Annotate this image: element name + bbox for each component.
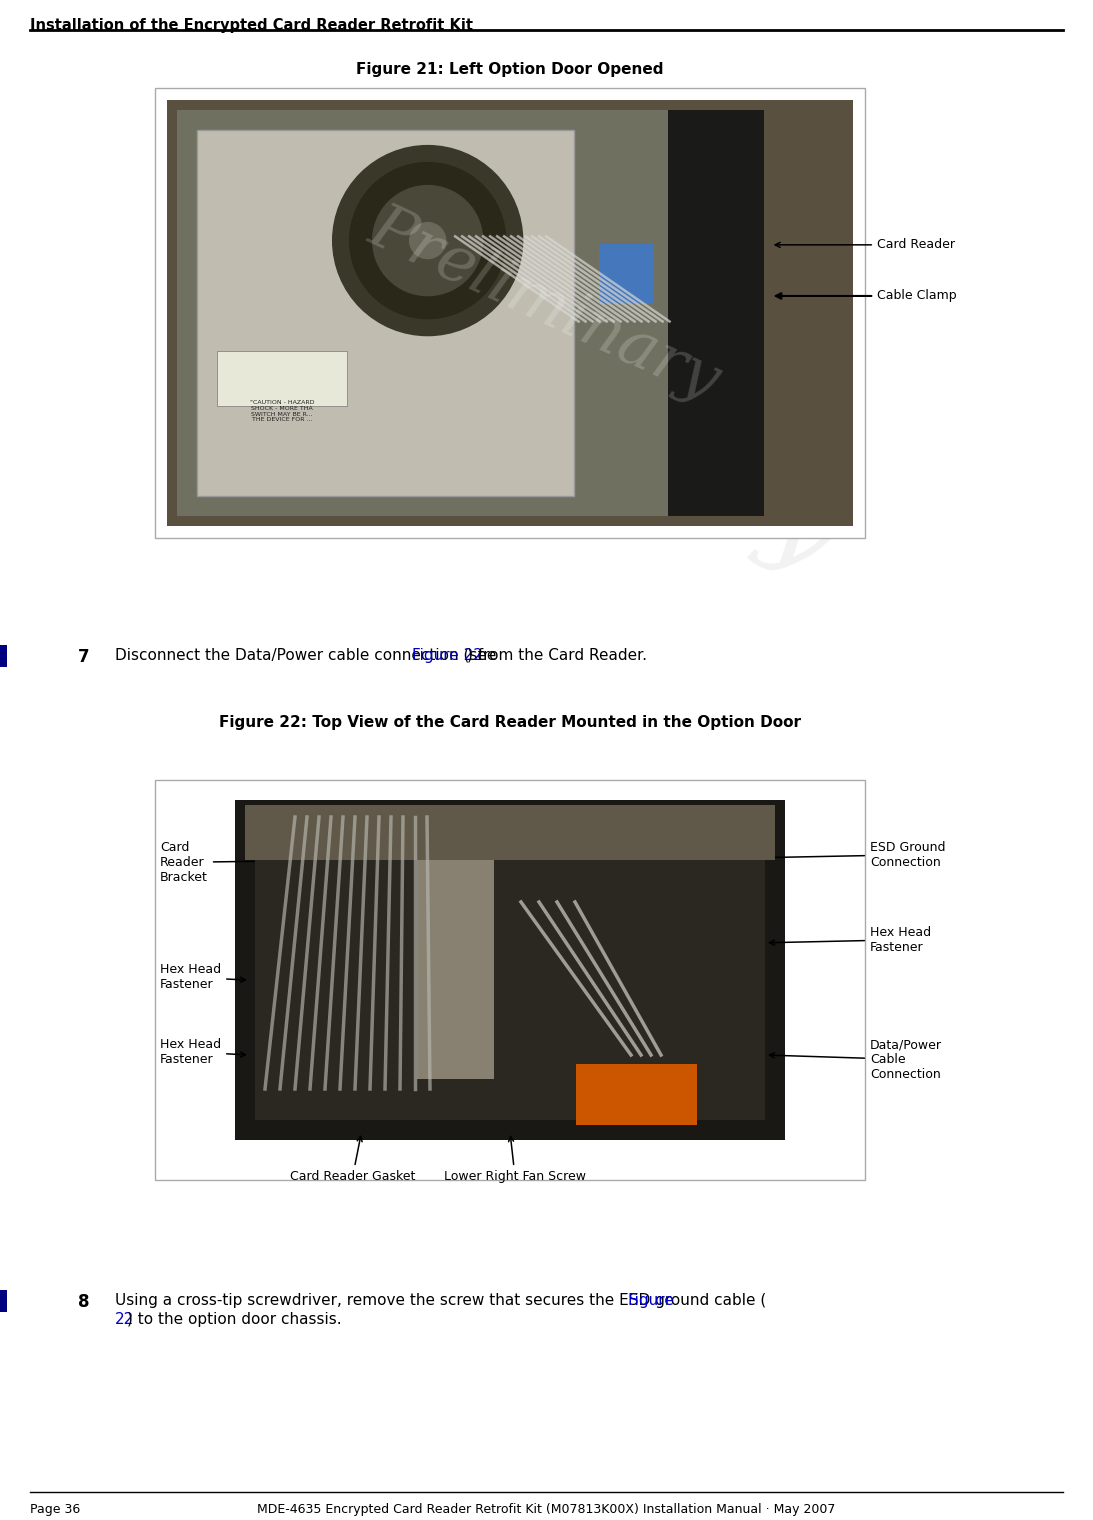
Text: Hex Head
Fastener: Hex Head Fastener	[160, 1038, 246, 1066]
Text: Lower Right Fan Screw: Lower Right Fan Screw	[444, 1137, 586, 1183]
Bar	[235, 800, 785, 1140]
Text: Using a cross-tip screwdriver, remove the screw that secures the ESD ground cabl: Using a cross-tip screwdriver, remove th…	[115, 1294, 766, 1309]
Circle shape	[373, 185, 483, 295]
Bar	[197, 131, 574, 496]
Circle shape	[350, 163, 506, 319]
Text: Figure 22: Top View of the Card Reader Mounted in the Option Door: Figure 22: Top View of the Card Reader M…	[219, 714, 801, 730]
Bar	[255, 819, 765, 1120]
Text: Cable Clamp: Cable Clamp	[776, 289, 956, 302]
Circle shape	[332, 146, 522, 336]
Bar	[0, 644, 7, 667]
Text: MDE-4635 Encrypted Card Reader Retrofit Kit (M07813K00X) Installation Manual · M: MDE-4635 Encrypted Card Reader Retrofit …	[257, 1503, 835, 1515]
Text: Preliminary: Preliminary	[233, 169, 859, 591]
Bar	[416, 834, 494, 1079]
Text: "CAUTION - HAZARD
SHOCK - MORE THA
SWITCH MAY BE R...
THE DEVICE FOR ...: "CAUTION - HAZARD SHOCK - MORE THA SWITC…	[249, 400, 315, 423]
Text: Hex Head
Fastener: Hex Head Fastener	[160, 964, 246, 991]
Text: Figure: Figure	[628, 1294, 674, 1309]
Bar	[0, 1290, 7, 1312]
Text: 7: 7	[78, 648, 90, 666]
Bar	[245, 806, 775, 860]
Bar	[155, 780, 865, 1180]
Text: Page 36: Page 36	[30, 1503, 80, 1515]
Bar	[668, 109, 764, 515]
Bar	[599, 245, 655, 304]
Text: ) to the option door chassis.: ) to the option door chassis.	[128, 1312, 342, 1327]
Text: 8: 8	[78, 1294, 90, 1310]
Text: Disconnect the Data/Power cable connection (see: Disconnect the Data/Power cable connecti…	[115, 648, 502, 663]
Bar	[576, 1064, 697, 1125]
Text: Card
Reader
Bracket: Card Reader Bracket	[160, 841, 260, 883]
Text: Installation of the Encrypted Card Reader Retrofit Kit: Installation of the Encrypted Card Reade…	[30, 18, 473, 33]
Bar	[155, 88, 865, 538]
Bar	[167, 100, 853, 526]
Bar	[218, 351, 346, 406]
Text: Card Reader: Card Reader	[775, 239, 955, 251]
Text: ESD Ground
Connection: ESD Ground Connection	[760, 841, 945, 869]
Bar	[177, 109, 671, 515]
Text: Figure 21: Left Option Door Opened: Figure 21: Left Option Door Opened	[356, 62, 663, 78]
Text: Preliminary: Preliminary	[360, 196, 729, 412]
Circle shape	[410, 222, 446, 258]
Text: Figure 22: Figure 22	[412, 648, 482, 663]
Text: ) from the Card Reader.: ) from the Card Reader.	[468, 648, 647, 663]
Text: Hex Head
Fastener: Hex Head Fastener	[769, 926, 931, 955]
Text: Card Reader Gasket: Card Reader Gasket	[290, 1137, 415, 1183]
Text: 22: 22	[115, 1312, 134, 1327]
Text: Data/Power
Cable
Connection: Data/Power Cable Connection	[769, 1038, 942, 1081]
